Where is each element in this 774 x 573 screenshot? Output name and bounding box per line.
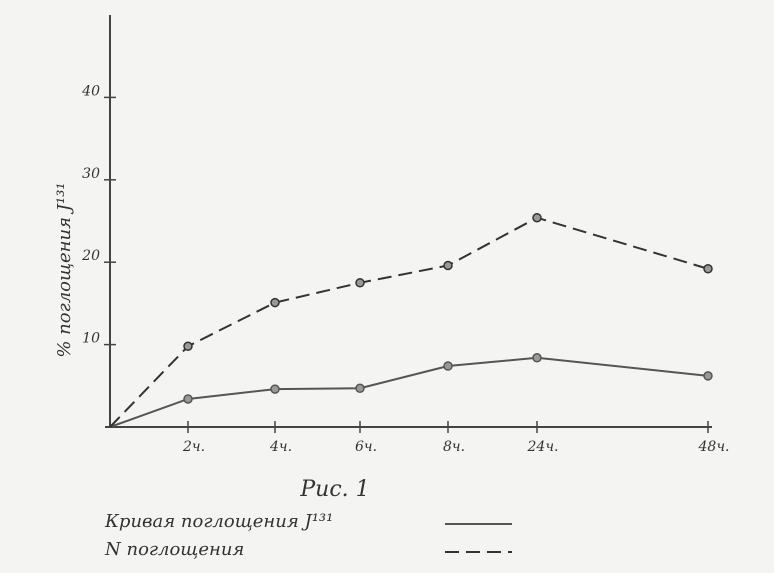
data-point bbox=[703, 264, 713, 274]
legend-label: N поглощения bbox=[104, 539, 244, 560]
x-tick-label: 6ч. bbox=[355, 439, 377, 455]
x-tick-label: 2ч. bbox=[182, 439, 205, 455]
y-axis-label: % поглощения J¹³¹ bbox=[54, 182, 75, 357]
data-point bbox=[183, 341, 193, 351]
data-point bbox=[355, 278, 365, 288]
y-tick-label: 30 bbox=[82, 166, 100, 182]
data-point bbox=[355, 383, 365, 394]
data-point bbox=[443, 361, 453, 371]
data-point bbox=[532, 353, 542, 363]
data-point bbox=[443, 260, 453, 271]
x-tick-label: 24ч. bbox=[527, 439, 559, 455]
x-tick-label: 4ч. bbox=[269, 439, 292, 455]
data-point bbox=[703, 371, 713, 381]
data-point bbox=[532, 212, 542, 223]
data-point bbox=[270, 297, 280, 308]
x-tick-label: 8ч. bbox=[443, 439, 465, 455]
chart-title: Рис. 1 bbox=[299, 477, 369, 502]
y-tick-label: 40 bbox=[81, 83, 100, 99]
data-point bbox=[183, 394, 193, 404]
data-point bbox=[270, 384, 280, 394]
x-tick-label: 48ч. bbox=[698, 439, 730, 455]
legend-label: Кривая поглощения J¹³¹ bbox=[104, 511, 333, 532]
y-tick-label: 20 bbox=[81, 248, 100, 264]
y-tick-label: 10 bbox=[82, 331, 100, 347]
